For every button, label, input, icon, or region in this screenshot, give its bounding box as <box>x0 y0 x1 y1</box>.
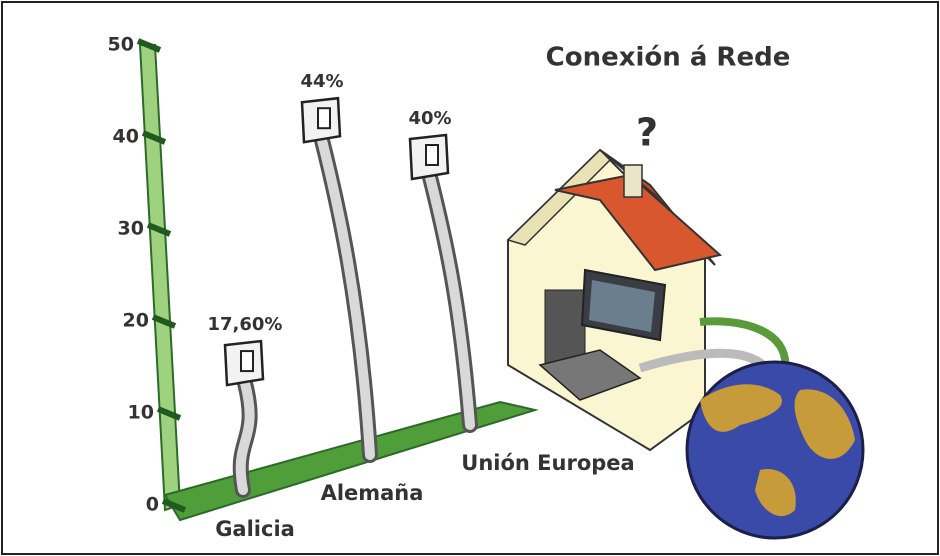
tick-mark <box>151 314 177 329</box>
cable-core <box>235 378 255 495</box>
cable-core <box>425 172 475 430</box>
roof <box>554 173 723 272</box>
x-tick-label: Alemaña <box>321 481 424 505</box>
y-tick-label: 20 <box>123 310 149 332</box>
chart-title: Conexión á Rede <box>546 43 791 73</box>
continent <box>794 389 855 459</box>
screen <box>589 280 655 332</box>
pc-cable <box>699 317 790 371</box>
tick-mark <box>141 130 167 145</box>
cable-core <box>317 135 375 460</box>
value-label: 44% <box>300 71 343 92</box>
y-tick-label: 30 <box>118 218 144 240</box>
continent <box>755 469 796 517</box>
y-tick-label: 0 <box>146 494 159 516</box>
tick-mark <box>156 406 182 421</box>
y-tick-label: 40 <box>113 126 139 148</box>
tick-mark <box>136 38 162 53</box>
plug-contact <box>317 107 331 130</box>
y-tick-label: 50 <box>108 34 134 56</box>
value-label: 17,60% <box>208 314 283 335</box>
tick-mark <box>146 222 172 237</box>
tick-mark <box>161 498 187 513</box>
floor <box>163 400 539 522</box>
chimney <box>623 164 643 198</box>
illustration: ? <box>138 44 865 540</box>
keyboard <box>538 349 642 401</box>
x-tick-label: Galicia <box>215 517 295 541</box>
house-edge <box>506 148 612 246</box>
continent <box>700 384 782 432</box>
question-mark: ? <box>636 111 658 155</box>
y-tick-label: 10 <box>128 402 154 424</box>
plug-contact <box>425 144 439 166</box>
computer-tower <box>544 289 586 366</box>
plug-contact <box>240 350 254 373</box>
value-label: 40% <box>408 108 451 129</box>
x-tick-label: Unión Europea <box>461 451 634 475</box>
